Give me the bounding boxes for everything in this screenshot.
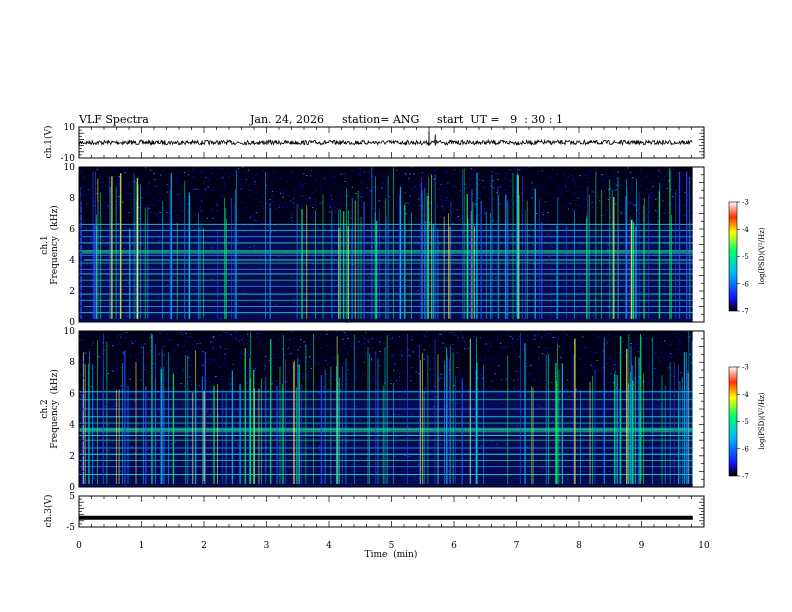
x-tick-label-2: 2 xyxy=(201,541,207,551)
panel1-sferics xyxy=(78,167,691,319)
station-label: station= ANG xyxy=(342,113,419,126)
panel3-frame xyxy=(78,495,705,528)
panel0-ytick-label-0: 10 xyxy=(64,123,76,133)
panel1-ytick-label-5: 10 xyxy=(64,163,76,173)
panel0-frame xyxy=(78,126,705,159)
colorbar1-tick-1: -4 xyxy=(742,226,749,234)
ch2-colorbar: -3 -4 -5 -6 -7 log(PSD)(V²/Hz) xyxy=(728,364,766,481)
colorbar1-tick-4: -7 xyxy=(742,308,749,316)
x-tick-label-9: 9 xyxy=(639,541,645,551)
colorbar2-tick-4: -7 xyxy=(742,473,749,481)
start-time-label: start UT = 9 : 30 : 1 xyxy=(437,113,563,126)
panel1-frame xyxy=(78,166,705,323)
panel2-ytick-label-4: 8 xyxy=(69,358,75,368)
ch3-waveform-ylabel: ch.3(V) xyxy=(43,495,54,528)
x-tick-label-8: 8 xyxy=(576,541,582,551)
panel2-no-data-gap xyxy=(692,331,704,487)
panel3-ytick-label-1: -5 xyxy=(66,523,75,533)
x-tick-label-10: 10 xyxy=(698,541,710,551)
ch3-waveform-panel: 5 -5 xyxy=(66,492,705,533)
panel0-signal-trace xyxy=(78,138,693,147)
ch1-colorbar: -3 -4 -5 -6 -7 log(PSD)(V²/Hz) xyxy=(728,199,766,316)
panel0-ytick-label-1: -10 xyxy=(61,154,76,164)
ch2-spectrogram-ylabel-channel: ch.2 xyxy=(40,399,50,418)
colorbar1-tick-2: -5 xyxy=(742,253,749,261)
colorbar2-tick-3: -6 xyxy=(742,445,749,453)
ch2-spectrogram-panel: 0 2 4 6 8 10 xyxy=(64,327,705,493)
panel2-frame xyxy=(78,330,705,488)
ch2-spectrogram-ylabel-frequency: Frequency (kHz) xyxy=(49,369,60,448)
ch1-waveform-ylabel: ch.1(V) xyxy=(43,126,54,159)
panel2-bright-band xyxy=(79,427,693,433)
colorbar2-tick-0: -3 xyxy=(742,364,749,372)
colorbar1-tick-3: -6 xyxy=(742,280,749,288)
x-axis-ticks: 0 1 2 3 4 5 6 7 8 9 10 xyxy=(76,541,710,551)
panel2-ytick-label-3: 6 xyxy=(69,389,75,399)
panel1-no-data-gap xyxy=(692,167,704,322)
ch1-spectrogram-ylabel-channel: ch.1 xyxy=(40,235,50,254)
chart-title: VLF Spectra xyxy=(78,113,149,126)
colorbar1-tick-0: -3 xyxy=(742,199,749,207)
panel1-ytick-label-4: 8 xyxy=(69,194,75,204)
panel1-ytick-label-0: 0 xyxy=(69,318,75,328)
ch1-spectrogram-panel: 0 2 4 6 8 10 xyxy=(64,163,705,328)
x-tick-label-5: 5 xyxy=(389,541,395,551)
ch2-colorbar-gradient xyxy=(728,366,738,477)
panel2-ytick-label-2: 4 xyxy=(69,421,75,431)
panel1-ytick-label-1: 2 xyxy=(69,287,75,297)
ch2-colorbar-label: log(PSD)(V²/Hz) xyxy=(758,392,766,449)
ch1-waveform-panel: 10 -10 xyxy=(61,123,705,164)
panel3-ytick-label-0: 5 xyxy=(69,492,75,502)
ch1-colorbar-gradient xyxy=(728,201,738,312)
x-tick-label-0: 0 xyxy=(76,541,82,551)
panel2-ytick-label-1: 2 xyxy=(69,452,75,462)
panel2-sferics xyxy=(81,331,693,484)
panel2-low-band xyxy=(79,390,693,487)
x-axis-label: Time (min) xyxy=(365,549,418,560)
x-tick-label-6: 6 xyxy=(451,541,457,551)
x-tick-label-1: 1 xyxy=(139,541,145,551)
date-label: Jan. 24, 2026 xyxy=(249,113,324,126)
colorbar2-tick-1: -4 xyxy=(742,391,749,399)
panel2-ytick-label-0: 0 xyxy=(69,483,75,493)
ch1-spectrogram-ylabel-frequency: Frequency (kHz) xyxy=(49,205,60,284)
panel2-ytick-label-5: 10 xyxy=(64,327,76,337)
x-tick-label-3: 3 xyxy=(264,541,270,551)
x-tick-label-7: 7 xyxy=(514,541,520,551)
colorbar2-tick-2: -5 xyxy=(742,418,749,426)
panel1-ytick-label-3: 6 xyxy=(69,225,75,235)
x-tick-label-4: 4 xyxy=(326,541,332,551)
panel1-ytick-label-2: 4 xyxy=(69,256,75,266)
ch1-colorbar-label: log(PSD)(V²/Hz) xyxy=(758,227,766,284)
